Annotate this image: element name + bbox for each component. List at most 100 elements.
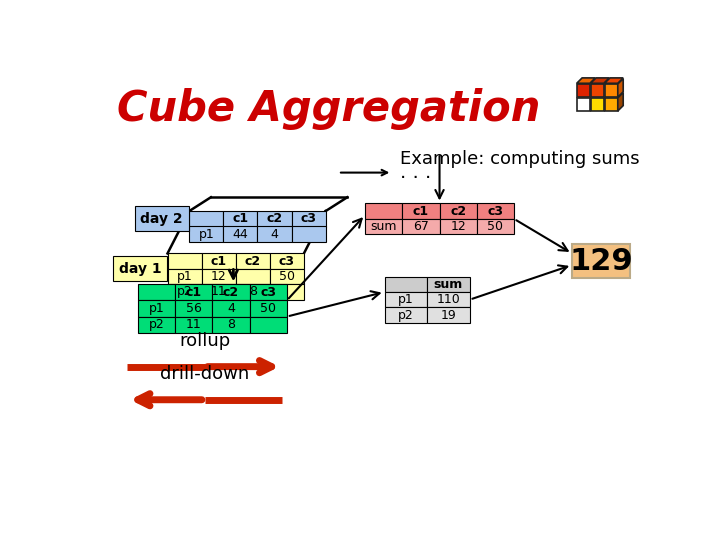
Bar: [168, 269, 202, 284]
Bar: [202, 253, 235, 269]
Text: 50: 50: [260, 302, 276, 315]
Bar: [439, 204, 477, 219]
Bar: [175, 284, 212, 300]
Bar: [270, 284, 304, 300]
Bar: [258, 211, 292, 226]
Bar: [258, 226, 292, 242]
Text: 44: 44: [233, 228, 248, 241]
Polygon shape: [618, 92, 624, 111]
Text: day 1: day 1: [119, 262, 161, 276]
Text: p2: p2: [398, 308, 414, 321]
Bar: [439, 219, 477, 234]
Text: c1: c1: [413, 205, 429, 218]
Bar: [590, 84, 604, 97]
Bar: [212, 284, 250, 300]
Bar: [477, 204, 514, 219]
Text: 19: 19: [441, 308, 456, 321]
Bar: [270, 269, 304, 284]
Text: 8: 8: [248, 286, 257, 299]
Bar: [427, 292, 469, 307]
Text: drill-down: drill-down: [160, 365, 249, 383]
Text: 129: 129: [570, 247, 633, 275]
Text: 50: 50: [279, 270, 295, 283]
Bar: [605, 84, 618, 97]
Bar: [138, 284, 175, 300]
Text: day 2: day 2: [140, 212, 183, 226]
Text: p1: p1: [176, 270, 192, 283]
Text: p1: p1: [149, 302, 165, 315]
Text: 56: 56: [186, 302, 202, 315]
Text: 12: 12: [211, 270, 227, 283]
Bar: [168, 253, 202, 269]
Bar: [365, 204, 402, 219]
Bar: [365, 219, 402, 234]
Text: 4: 4: [271, 228, 279, 241]
Text: 50: 50: [487, 220, 503, 233]
Polygon shape: [577, 78, 595, 83]
Polygon shape: [618, 79, 624, 97]
Bar: [223, 211, 258, 226]
Bar: [138, 300, 175, 316]
Bar: [189, 211, 223, 226]
Bar: [202, 269, 235, 284]
Text: 11: 11: [211, 286, 227, 299]
Text: 4: 4: [227, 302, 235, 315]
Bar: [577, 84, 590, 97]
Bar: [402, 219, 439, 234]
Text: c2: c2: [245, 255, 261, 268]
Text: 8: 8: [227, 318, 235, 331]
Text: sum: sum: [434, 278, 463, 291]
Bar: [212, 316, 250, 333]
Bar: [168, 284, 202, 300]
Bar: [402, 204, 439, 219]
Text: c3: c3: [300, 212, 317, 225]
Text: c1: c1: [210, 255, 227, 268]
Text: c2: c2: [223, 286, 239, 299]
Bar: [384, 276, 427, 292]
Bar: [202, 284, 235, 300]
Bar: [175, 316, 212, 333]
Text: c1: c1: [186, 286, 202, 299]
Text: c1: c1: [233, 212, 248, 225]
Text: c3: c3: [279, 255, 295, 268]
Text: c2: c2: [450, 205, 466, 218]
Bar: [605, 98, 618, 111]
Bar: [235, 253, 270, 269]
FancyBboxPatch shape: [87, 62, 651, 484]
Bar: [577, 98, 590, 111]
Text: p1: p1: [199, 228, 214, 241]
Text: c2: c2: [266, 212, 282, 225]
Text: p2: p2: [149, 318, 165, 331]
Text: . . .: . . .: [400, 163, 431, 182]
Text: c3: c3: [260, 286, 276, 299]
Bar: [292, 226, 325, 242]
Bar: [250, 284, 287, 300]
Bar: [235, 284, 270, 300]
Bar: [384, 292, 427, 307]
Polygon shape: [590, 78, 609, 83]
Text: rollup: rollup: [179, 332, 230, 350]
Bar: [250, 300, 287, 316]
Bar: [212, 300, 250, 316]
Bar: [384, 307, 427, 323]
Polygon shape: [605, 78, 624, 83]
Bar: [292, 211, 325, 226]
Bar: [175, 300, 212, 316]
Bar: [138, 316, 175, 333]
Text: 67: 67: [413, 220, 429, 233]
Bar: [477, 219, 514, 234]
Bar: [189, 226, 223, 242]
Text: Cube Aggregation: Cube Aggregation: [117, 88, 541, 130]
Text: 11: 11: [186, 318, 202, 331]
Text: p2: p2: [176, 286, 192, 299]
Text: sum: sum: [371, 220, 397, 233]
Bar: [427, 307, 469, 323]
Bar: [250, 316, 287, 333]
Bar: [427, 276, 469, 292]
Bar: [223, 226, 258, 242]
Bar: [590, 98, 604, 111]
Bar: [270, 253, 304, 269]
Bar: [572, 244, 630, 279]
Text: Example: computing sums: Example: computing sums: [400, 150, 639, 167]
Text: p1: p1: [398, 293, 414, 306]
